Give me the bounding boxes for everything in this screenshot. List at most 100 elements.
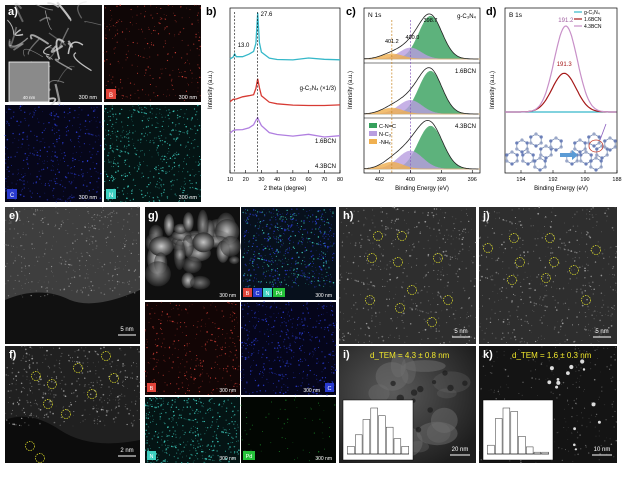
texture-dot — [309, 238, 311, 240]
texture-dot — [12, 142, 14, 144]
texture-dot — [443, 234, 445, 236]
scale-bar-label: 300 nm — [179, 195, 198, 201]
texture-dot — [279, 218, 281, 220]
pd-particle — [427, 407, 434, 413]
texture-dot — [114, 157, 115, 159]
texture-dot — [244, 263, 247, 266]
texture-dot — [205, 458, 208, 460]
texture-dot — [84, 384, 86, 386]
texture-dot — [180, 109, 182, 110]
texture-dot — [127, 116, 130, 119]
texture-dot — [166, 384, 168, 386]
texture-dot — [285, 399, 287, 401]
texture-dot — [119, 395, 121, 397]
texture-dot — [60, 180, 62, 182]
texture-dot — [200, 174, 202, 176]
texture-dot — [328, 267, 330, 269]
texture-dot — [156, 345, 157, 347]
texture-dot — [178, 116, 180, 118]
texture-dot — [128, 140, 130, 143]
texture-dot — [36, 154, 38, 156]
texture-dot — [286, 329, 289, 331]
texture-dot — [6, 111, 8, 113]
texture-dot — [298, 337, 301, 339]
texture-dot — [187, 312, 189, 314]
texture-dot — [24, 152, 27, 155]
b-map-dots — [144, 301, 241, 396]
texture-dot — [172, 426, 174, 428]
texture-dot — [131, 114, 133, 116]
texture-dot — [341, 245, 343, 247]
texture-dot — [196, 47, 198, 50]
texture-dot — [296, 390, 298, 392]
texture-dot — [147, 414, 149, 416]
texture-dot — [75, 361, 78, 363]
texture-dot — [183, 181, 185, 183]
texture-dot — [80, 366, 82, 368]
texture-dot — [18, 124, 20, 126]
texture-dot — [407, 263, 409, 265]
fiber-stroke — [48, 32, 67, 46]
texture-dot — [164, 382, 166, 384]
texture-dot — [205, 349, 207, 351]
texture-dot — [178, 388, 180, 390]
fiber-stroke — [35, 3, 53, 11]
texture-dot — [210, 445, 212, 447]
texture-dot — [167, 5, 168, 7]
texture-dot — [22, 180, 24, 182]
texture-dot — [52, 165, 53, 167]
texture-dot — [22, 407, 25, 410]
texture-dot — [36, 362, 38, 364]
texture-dot — [68, 415, 69, 417]
texture-dot — [293, 341, 295, 343]
x-tick-label: 10 — [227, 177, 233, 183]
texture-dot — [303, 222, 305, 224]
texture-dot — [113, 178, 115, 181]
texture-dot — [44, 184, 46, 186]
texture-dot — [139, 107, 141, 109]
texture-dot — [84, 400, 86, 402]
texture-dot — [354, 244, 357, 247]
texture-dot — [418, 241, 420, 243]
texture-dot — [45, 413, 48, 416]
texture-dot — [150, 14, 152, 16]
texture-dot — [168, 357, 170, 359]
texture-dot — [158, 154, 159, 156]
texture-dot — [74, 158, 76, 161]
texture-dot — [43, 253, 46, 255]
texture-dot — [282, 375, 284, 377]
texture-dot — [351, 212, 353, 213]
texture-dot — [192, 409, 194, 411]
texture-dot — [346, 278, 349, 281]
texture-dot — [276, 270, 278, 273]
texture-dot — [81, 233, 83, 235]
texture-dot — [147, 192, 149, 194]
texture-dot — [288, 362, 290, 364]
texture-dot — [54, 128, 55, 129]
texture-dot — [208, 339, 209, 340]
texture-dot — [115, 164, 117, 166]
texture-dot — [284, 250, 287, 252]
texture-dot — [267, 238, 270, 241]
texture-dot — [45, 275, 47, 277]
texture-dot — [92, 381, 94, 384]
texture-dot — [308, 272, 310, 274]
texture-dot — [96, 380, 98, 382]
atom — [538, 168, 542, 172]
texture-dot — [204, 457, 207, 460]
texture-dot — [120, 349, 122, 351]
texture-dot — [127, 77, 129, 79]
texture-dot — [58, 347, 61, 350]
texture-dot — [56, 115, 59, 118]
texture-dot — [199, 164, 200, 166]
texture-dot — [121, 190, 124, 192]
texture-dot — [385, 212, 388, 215]
texture-dot — [296, 262, 298, 264]
texture-dot — [198, 400, 200, 402]
texture-dot — [276, 386, 278, 388]
texture-dot — [80, 168, 83, 171]
texture-dot — [342, 240, 343, 242]
texture-dot — [112, 143, 114, 145]
texture-dot — [159, 178, 161, 180]
texture-dot — [482, 245, 484, 247]
